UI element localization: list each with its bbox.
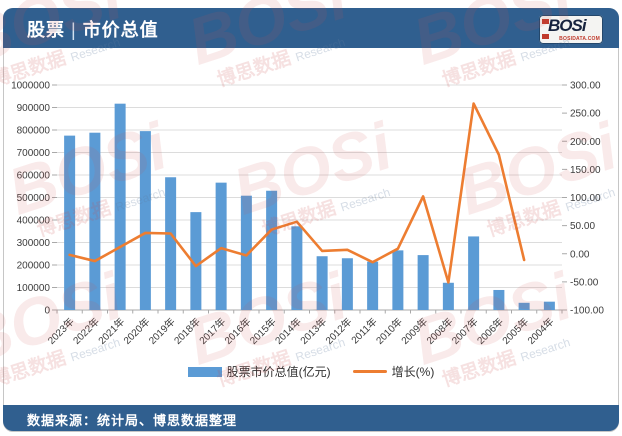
legend-bar-swatch-icon (187, 366, 222, 377)
legend-label-growth: 增长(%) (391, 365, 435, 379)
logo-triangle-icon (542, 34, 549, 39)
svg-text:2018年: 2018年 (171, 315, 203, 347)
bar (518, 302, 530, 310)
data-source-note: 数据来源：统计局、博思数据整理 (27, 413, 238, 428)
logo-wordmark: BOSi (548, 16, 587, 35)
svg-text:2019年: 2019年 (146, 315, 178, 347)
svg-text:2009年: 2009年 (398, 315, 430, 347)
page-title-left: 股票 (27, 20, 65, 40)
x-axis-labels: 2023年2022年2021年2020年2019年2018年2017年2016年… (45, 315, 557, 347)
bar (442, 282, 454, 310)
legend-line-swatch-icon (352, 370, 387, 373)
svg-text:700000: 700000 (17, 148, 51, 159)
bar-series-market-cap (64, 103, 555, 310)
bar (417, 255, 429, 310)
bar (114, 103, 126, 310)
svg-text:2022年: 2022年 (70, 315, 102, 347)
bar (64, 135, 76, 310)
legend-item-growth: 增长(%) (352, 363, 435, 380)
bar (341, 258, 353, 310)
bar (367, 261, 379, 310)
svg-text:300000: 300000 (17, 238, 51, 249)
svg-text:500000: 500000 (17, 193, 51, 204)
svg-text:100.00: 100.00 (570, 193, 601, 204)
svg-text:300.00: 300.00 (570, 81, 601, 92)
svg-text:2005年: 2005年 (499, 315, 531, 347)
page-title-right: 市价总值 (82, 20, 159, 40)
svg-text:50.00: 50.00 (570, 221, 595, 232)
svg-text:0: 0 (44, 306, 50, 317)
svg-text:250.00: 250.00 (570, 109, 601, 120)
axis-labels: 1000000900000800000700000600000500000400… (11, 81, 604, 317)
bar (316, 256, 328, 310)
bar (266, 190, 278, 310)
report-footer: 数据来源：统计局、博思数据整理 (3, 405, 619, 431)
svg-text:150.00: 150.00 (570, 165, 601, 176)
chart-legend: 股票市价总值(亿元) 增长(%) (0, 363, 622, 380)
bar (240, 195, 252, 310)
svg-text:900000: 900000 (17, 103, 51, 114)
svg-text:2021年: 2021年 (95, 315, 127, 347)
bar (468, 236, 480, 310)
svg-text:100000: 100000 (17, 283, 51, 294)
svg-text:2014年: 2014年 (272, 315, 304, 347)
svg-text:1000000: 1000000 (11, 81, 50, 92)
svg-text:2007年: 2007年 (449, 315, 481, 347)
page-title-separator: | (71, 20, 77, 40)
logo-site-url: BOSIDATA.COM (559, 36, 600, 42)
svg-text:200.00: 200.00 (570, 137, 601, 148)
svg-text:2004年: 2004年 (524, 315, 556, 347)
svg-text:800000: 800000 (17, 126, 51, 137)
svg-text:2013年: 2013年 (297, 315, 329, 347)
bar (215, 182, 227, 310)
svg-text:2010年: 2010年 (373, 315, 405, 347)
svg-text:2017年: 2017年 (196, 315, 228, 347)
svg-text:200000: 200000 (17, 261, 51, 272)
growth-line (68, 102, 526, 284)
gridlines (52, 84, 567, 314)
logo-triangle-icon (542, 19, 549, 24)
svg-text:600000: 600000 (17, 171, 51, 182)
bar (493, 289, 505, 310)
page-title: 股票 | 市价总值 (27, 16, 159, 42)
bar (291, 226, 303, 310)
legend-item-market-cap: 股票市价总值(亿元) (187, 363, 331, 380)
svg-text:400000: 400000 (17, 216, 51, 227)
svg-text:2023年: 2023年 (45, 315, 77, 347)
bar (139, 131, 151, 310)
svg-text:2008年: 2008年 (423, 315, 455, 347)
legend-label-market-cap: 股票市价总值(亿元) (226, 365, 331, 379)
svg-text:2006年: 2006年 (474, 315, 506, 347)
svg-text:-100.00: -100.00 (570, 306, 604, 317)
svg-text:2011年: 2011年 (348, 315, 379, 346)
svg-text:-50.00: -50.00 (570, 277, 599, 288)
svg-text:2015年: 2015年 (247, 315, 279, 347)
bar (543, 301, 555, 310)
report-header: 股票 | 市价总值 BOSi BOSIDATA.COM (3, 8, 619, 48)
svg-text:2012年: 2012年 (322, 315, 354, 347)
svg-text:0.00: 0.00 (570, 249, 590, 260)
svg-text:2016年: 2016年 (221, 315, 253, 347)
bosidata-logo: BOSi BOSIDATA.COM (539, 15, 603, 44)
bar (165, 177, 177, 310)
svg-text:2020年: 2020年 (120, 315, 152, 347)
bar (89, 132, 101, 310)
bar (392, 250, 404, 310)
bar (190, 212, 202, 310)
